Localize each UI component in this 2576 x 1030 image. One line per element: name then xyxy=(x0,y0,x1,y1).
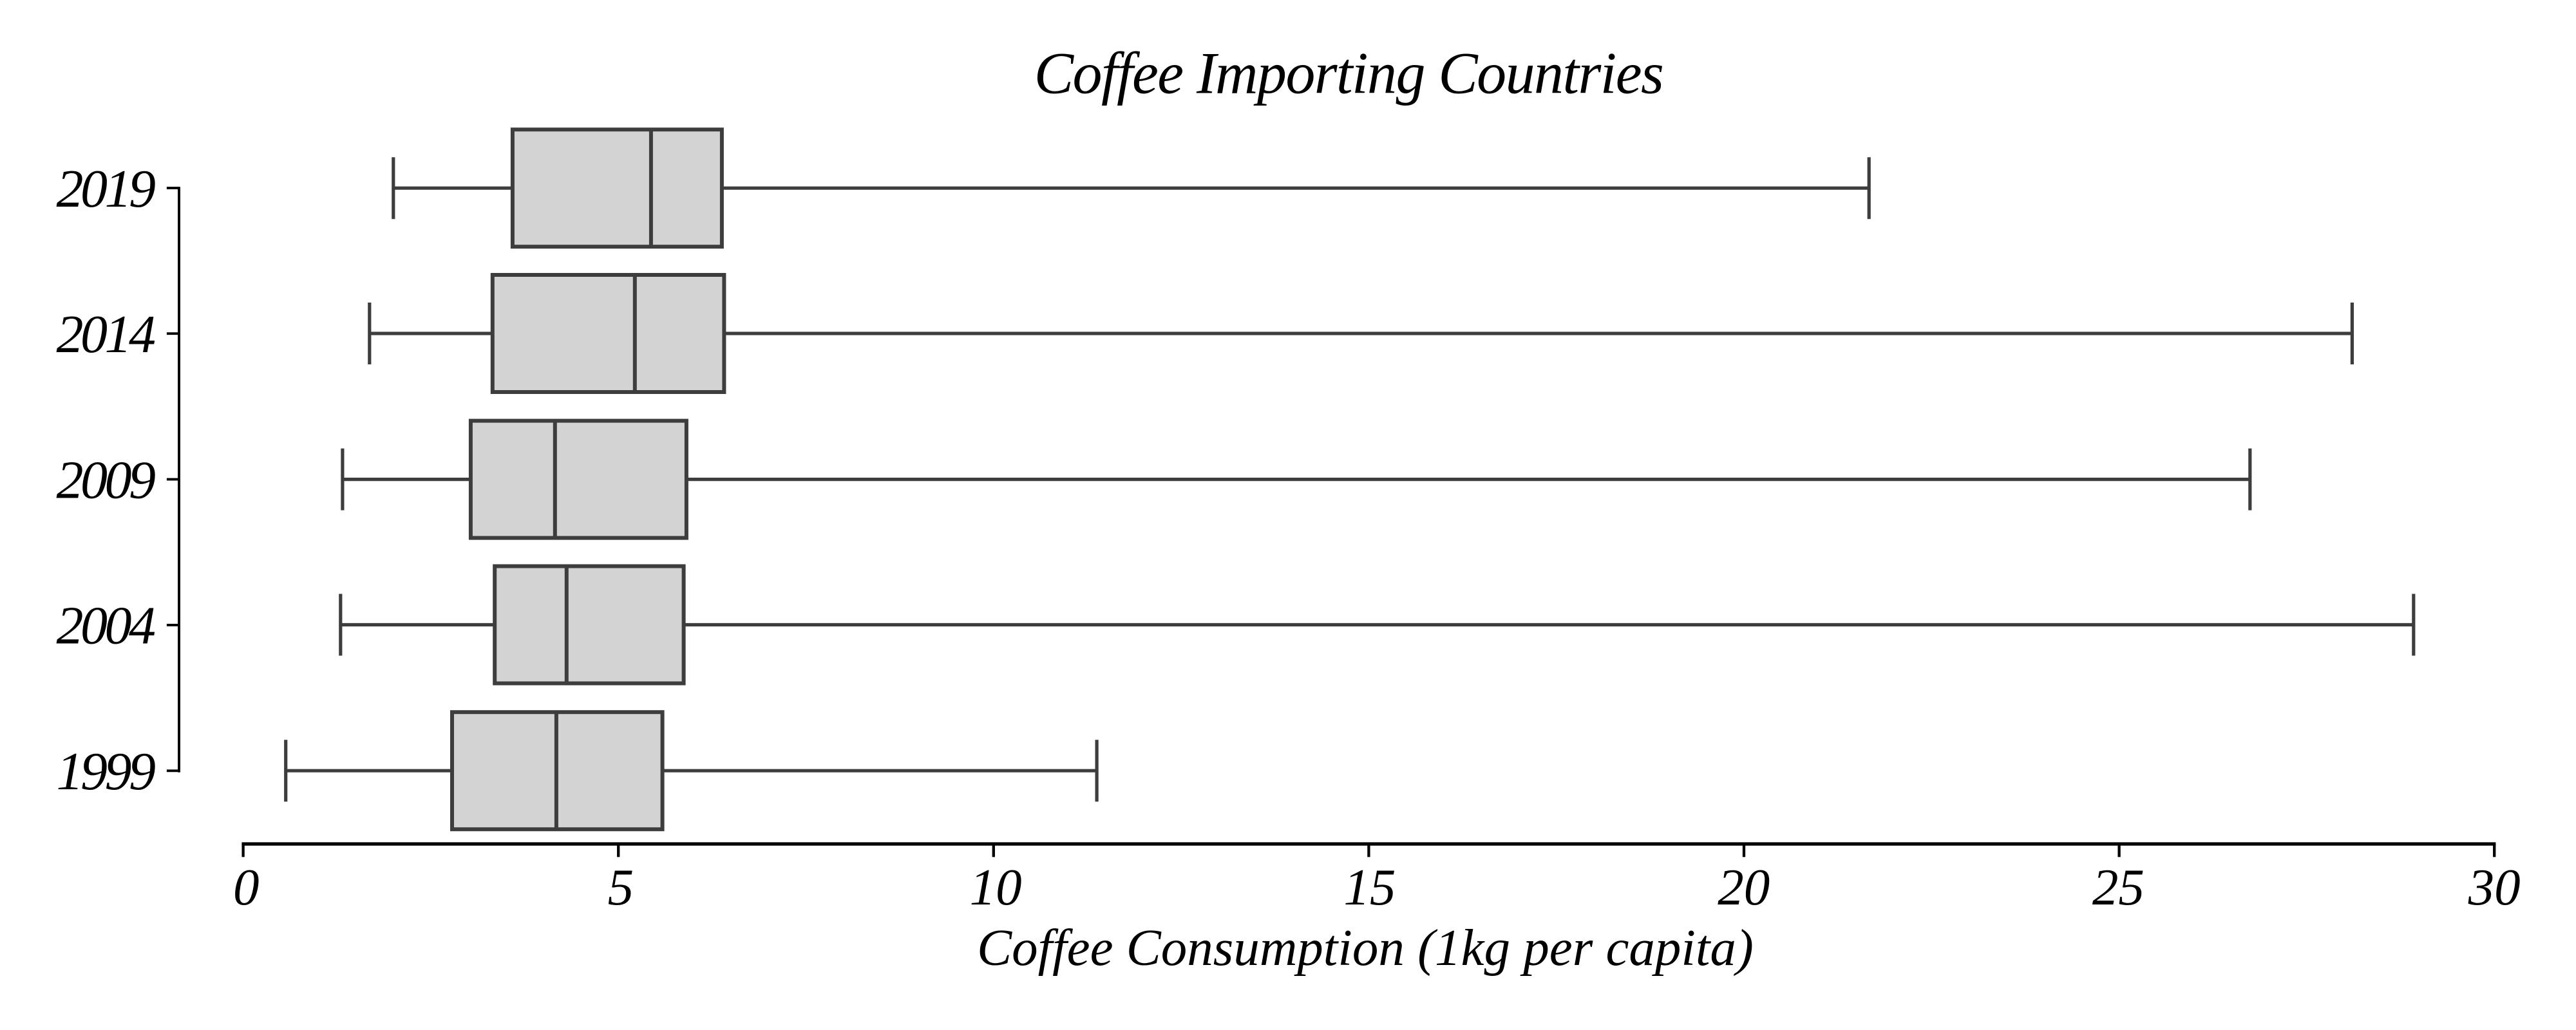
svg-text:Coffee Consumption (1kg per ca: Coffee Consumption (1kg per capita) xyxy=(977,919,1754,977)
svg-text:25: 25 xyxy=(2092,858,2145,916)
svg-text:30: 30 xyxy=(2468,858,2521,916)
svg-text:2004: 2004 xyxy=(57,595,156,655)
svg-text:Coffee Importing Countries: Coffee Importing Countries xyxy=(1034,41,1663,106)
svg-text:2009: 2009 xyxy=(57,451,156,510)
svg-text:2014: 2014 xyxy=(57,304,156,364)
svg-text:2019: 2019 xyxy=(57,159,156,219)
svg-text:10: 10 xyxy=(970,858,1022,916)
svg-text:20: 20 xyxy=(1718,858,1770,916)
svg-text:15: 15 xyxy=(1343,858,1396,916)
svg-text:5: 5 xyxy=(608,858,634,916)
svg-text:1999: 1999 xyxy=(57,742,156,801)
svg-text:0: 0 xyxy=(233,858,260,916)
